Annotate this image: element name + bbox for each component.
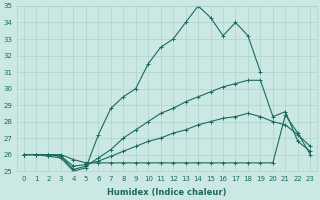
X-axis label: Humidex (Indice chaleur): Humidex (Indice chaleur)	[107, 188, 227, 197]
